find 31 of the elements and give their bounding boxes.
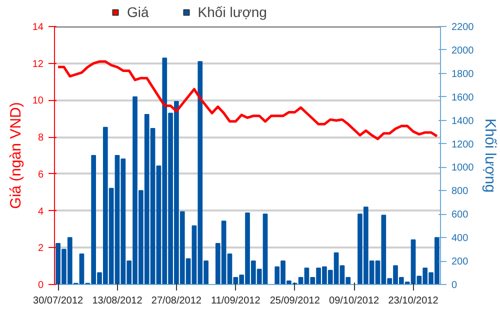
y2-tick-label: 800 [452,186,469,198]
x-tick-label: 09/10/2012 [329,296,380,306]
y-tick-label: 12 [32,58,44,70]
x-tick-label: 23/10/2012 [388,296,439,306]
y2-tick-label: 1600 [452,92,474,104]
x-tick-label: 13/08/2012 [92,296,143,306]
y2-tick-label: 1200 [452,139,474,150]
y2-tick-label: 200 [452,256,469,268]
y-tick-label: 10 [32,96,44,107]
y2-tick-label: 400 [452,233,469,244]
x-tick-label: 30/07/2012 [33,296,84,306]
y-tick-label: 2 [38,243,44,254]
y-tick-label: 8 [38,132,44,144]
x-tick-label: 25/09/2012 [270,296,320,306]
legend-label: Khối lượng [198,4,267,20]
y2-axis-title: Khối lượng [482,118,499,193]
legend-label: Giá [127,4,149,20]
y-tick-label: 6 [38,169,44,180]
y-tick-label: 14 [32,22,44,33]
y2-tick-label: 2000 [452,45,474,56]
y-tick-label: 0 [38,280,44,291]
y-tick-label: 4 [38,206,44,218]
y-axis-title: Giá (ngàn VND) [7,102,24,209]
y2-tick-label: 1800 [452,68,474,80]
y2-tick-label: 0 [452,280,458,291]
x-tick-label: 27/08/2012 [151,296,202,306]
y2-tick-label: 600 [452,210,469,221]
y2-tick-label: 1000 [452,162,474,174]
y2-tick-label: 1400 [452,116,474,127]
x-tick-label: 11/09/2012 [211,296,261,306]
y2-tick-label: 2200 [452,22,474,33]
